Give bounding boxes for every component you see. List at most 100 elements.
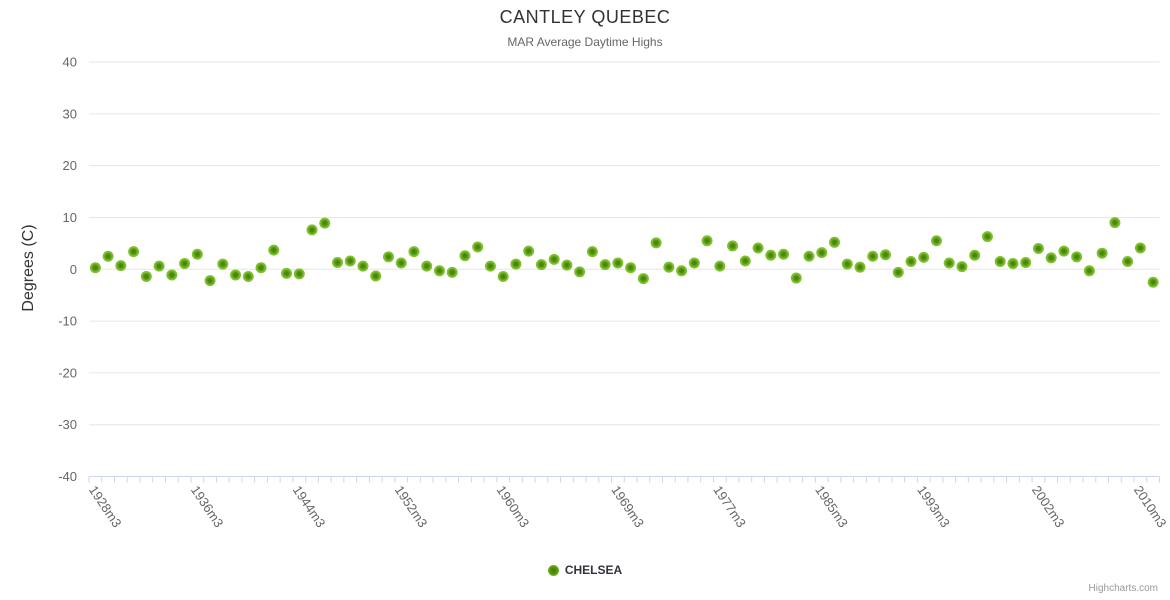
data-point[interactable]: [319, 217, 331, 229]
data-point[interactable]: [1147, 276, 1159, 288]
data-point[interactable]: [497, 271, 509, 283]
data-point[interactable]: [867, 250, 879, 262]
data-point[interactable]: [242, 271, 254, 283]
data-point[interactable]: [981, 231, 993, 243]
data-point[interactable]: [829, 236, 841, 248]
data-point[interactable]: [892, 266, 904, 278]
data-point[interactable]: [204, 275, 216, 287]
data-point[interactable]: [625, 262, 637, 274]
data-point[interactable]: [459, 250, 471, 262]
data-point[interactable]: [790, 272, 802, 284]
data-point[interactable]: [880, 249, 892, 261]
data-point[interactable]: [344, 255, 356, 267]
data-point[interactable]: [523, 245, 535, 257]
data-point[interactable]: [1007, 258, 1019, 270]
data-point[interactable]: [841, 258, 853, 270]
data-point[interactable]: [230, 269, 242, 281]
y-axis-label: 0: [70, 262, 77, 277]
x-axis-label: 1969m3: [608, 483, 647, 530]
data-point[interactable]: [663, 261, 675, 273]
data-point[interactable]: [561, 259, 573, 271]
data-point[interactable]: [969, 249, 981, 261]
data-point[interactable]: [765, 249, 777, 261]
data-point[interactable]: [586, 246, 598, 258]
data-point[interactable]: [89, 262, 101, 274]
data-point[interactable]: [943, 257, 955, 269]
data-point[interactable]: [217, 258, 229, 270]
data-point[interactable]: [1032, 243, 1044, 255]
data-point[interactable]: [332, 257, 344, 269]
data-point[interactable]: [905, 255, 917, 267]
data-point[interactable]: [956, 261, 968, 273]
data-point[interactable]: [191, 248, 203, 260]
x-axis-label: 1993m3: [914, 483, 953, 530]
data-point[interactable]: [268, 244, 280, 256]
data-point[interactable]: [293, 268, 305, 280]
data-point[interactable]: [395, 257, 407, 269]
y-axis-label: 20: [63, 158, 77, 173]
data-point[interactable]: [574, 266, 586, 278]
data-point[interactable]: [637, 273, 649, 285]
data-point[interactable]: [370, 270, 382, 282]
y-axis-label: -30: [58, 417, 77, 432]
data-point[interactable]: [727, 240, 739, 252]
data-point[interactable]: [1122, 255, 1134, 267]
data-point[interactable]: [676, 265, 688, 277]
x-axis-label: 1952m3: [392, 483, 431, 530]
data-point[interactable]: [281, 267, 293, 279]
data-point[interactable]: [357, 260, 369, 272]
legend-series-label: CHELSEA: [564, 563, 623, 577]
data-point[interactable]: [166, 269, 178, 281]
data-point[interactable]: [140, 271, 152, 283]
data-point[interactable]: [739, 255, 751, 267]
data-point[interactable]: [930, 235, 942, 247]
data-point[interactable]: [612, 257, 624, 269]
data-point[interactable]: [548, 253, 560, 265]
data-point[interactable]: [1096, 247, 1108, 259]
data-point[interactable]: [408, 246, 420, 258]
data-point[interactable]: [1134, 242, 1146, 254]
data-point[interactable]: [306, 224, 318, 236]
x-axis-label: 1985m3: [812, 483, 851, 530]
data-point[interactable]: [803, 250, 815, 262]
data-point[interactable]: [714, 260, 726, 272]
data-point[interactable]: [599, 259, 611, 271]
data-point[interactable]: [510, 258, 522, 270]
data-point[interactable]: [421, 260, 433, 272]
data-point[interactable]: [115, 260, 127, 272]
data-point[interactable]: [446, 266, 458, 278]
data-point[interactable]: [535, 259, 547, 271]
y-axis-label: 40: [63, 55, 77, 70]
data-point[interactable]: [688, 257, 700, 269]
data-point[interactable]: [816, 247, 828, 259]
data-point[interactable]: [1020, 257, 1032, 269]
data-point[interactable]: [918, 251, 930, 263]
data-point[interactable]: [179, 258, 191, 270]
data-point[interactable]: [255, 262, 267, 274]
data-point[interactable]: [153, 260, 165, 272]
x-axis-label: 1936m3: [188, 483, 227, 530]
y-axis-label: 10: [63, 210, 77, 225]
data-point[interactable]: [102, 250, 114, 262]
data-point[interactable]: [1045, 252, 1057, 264]
data-point[interactable]: [1058, 245, 1070, 257]
data-point[interactable]: [1109, 217, 1121, 229]
chart-title: CANTLEY QUEBEC: [499, 7, 671, 27]
highcharts-credits-link[interactable]: Highcharts.com: [1088, 583, 1158, 594]
data-point[interactable]: [854, 261, 866, 273]
data-point[interactable]: [1083, 265, 1095, 277]
data-point[interactable]: [382, 251, 394, 263]
data-point[interactable]: [701, 235, 713, 247]
data-point[interactable]: [650, 237, 662, 249]
y-axis-label: -40: [58, 469, 77, 484]
data-point[interactable]: [433, 265, 445, 277]
data-point[interactable]: [778, 248, 790, 260]
data-point[interactable]: [472, 241, 484, 253]
legend-item-chelsea[interactable]: CHELSEA: [0, 563, 1170, 577]
data-point[interactable]: [752, 242, 764, 254]
data-point[interactable]: [484, 260, 496, 272]
data-point[interactable]: [1071, 251, 1083, 263]
data-point[interactable]: [994, 255, 1006, 267]
data-point[interactable]: [128, 246, 140, 258]
